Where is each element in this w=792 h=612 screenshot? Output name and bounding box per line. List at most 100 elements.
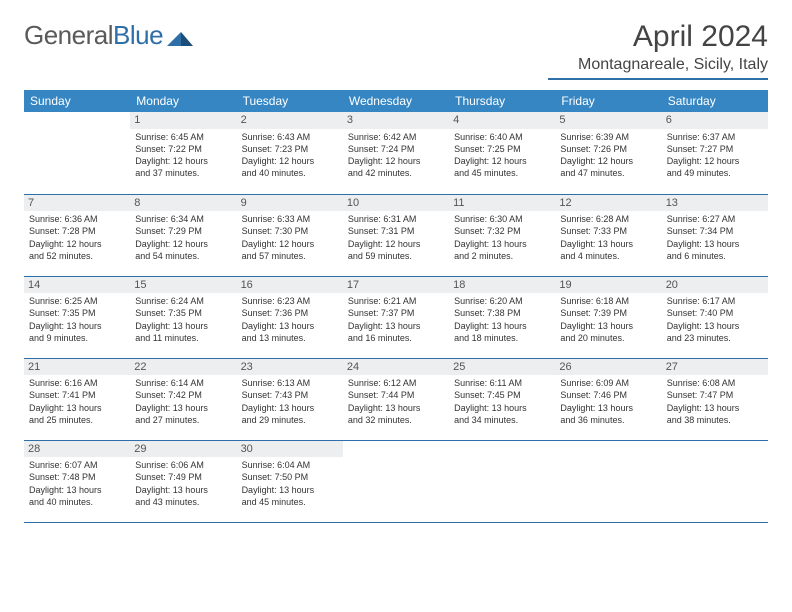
day-number: 28 <box>24 441 130 458</box>
day-detail-line: and 38 minutes. <box>667 414 763 426</box>
day-detail-line: Sunrise: 6:33 AM <box>242 213 338 225</box>
day-detail-line: and 25 minutes. <box>29 414 125 426</box>
day-detail-line: Daylight: 13 hours <box>560 320 656 332</box>
day-number: 23 <box>237 359 343 376</box>
calendar-day-cell: 27Sunrise: 6:08 AMSunset: 7:47 PMDayligh… <box>662 358 768 440</box>
day-detail-line: Sunrise: 6:25 AM <box>29 295 125 307</box>
calendar-week-row: 1Sunrise: 6:45 AMSunset: 7:22 PMDaylight… <box>24 112 768 194</box>
day-detail-line: Sunset: 7:23 PM <box>242 143 338 155</box>
calendar-day-cell: 23Sunrise: 6:13 AMSunset: 7:43 PMDayligh… <box>237 358 343 440</box>
day-detail-line: Sunrise: 6:27 AM <box>667 213 763 225</box>
day-detail-line: Sunset: 7:28 PM <box>29 225 125 237</box>
day-detail-line: Daylight: 13 hours <box>454 402 550 414</box>
day-detail-line: Daylight: 13 hours <box>454 320 550 332</box>
day-detail-line: Sunset: 7:31 PM <box>348 225 444 237</box>
calendar-day-cell: 5Sunrise: 6:39 AMSunset: 7:26 PMDaylight… <box>555 112 661 194</box>
day-detail-line: Sunset: 7:26 PM <box>560 143 656 155</box>
day-detail-line: Daylight: 12 hours <box>560 155 656 167</box>
day-detail-line: Sunrise: 6:40 AM <box>454 131 550 143</box>
day-detail-line: Sunrise: 6:17 AM <box>667 295 763 307</box>
calendar-day-cell: 11Sunrise: 6:30 AMSunset: 7:32 PMDayligh… <box>449 194 555 276</box>
day-detail-line: Daylight: 13 hours <box>242 320 338 332</box>
day-detail-line: Daylight: 13 hours <box>560 238 656 250</box>
day-detail-line: Sunset: 7:44 PM <box>348 389 444 401</box>
day-number: 20 <box>662 277 768 294</box>
day-detail-line: Daylight: 12 hours <box>348 238 444 250</box>
weekday-header: Thursday <box>449 90 555 112</box>
calendar-day-cell: 19Sunrise: 6:18 AMSunset: 7:39 PMDayligh… <box>555 276 661 358</box>
calendar-day-cell: 9Sunrise: 6:33 AMSunset: 7:30 PMDaylight… <box>237 194 343 276</box>
day-number: 7 <box>24 195 130 212</box>
day-detail-line: Daylight: 13 hours <box>242 484 338 496</box>
day-detail-line: Sunset: 7:30 PM <box>242 225 338 237</box>
day-number: 10 <box>343 195 449 212</box>
day-detail-line: Daylight: 12 hours <box>667 155 763 167</box>
day-detail-line: Sunset: 7:33 PM <box>560 225 656 237</box>
day-number: 22 <box>130 359 236 376</box>
calendar-day-cell: 4Sunrise: 6:40 AMSunset: 7:25 PMDaylight… <box>449 112 555 194</box>
calendar-day-cell <box>662 440 768 522</box>
day-detail-line: Daylight: 12 hours <box>348 155 444 167</box>
day-detail-line: Sunset: 7:35 PM <box>135 307 231 319</box>
weekday-header: Saturday <box>662 90 768 112</box>
day-detail-line: Sunrise: 6:43 AM <box>242 131 338 143</box>
calendar-day-cell <box>449 440 555 522</box>
day-number: 26 <box>555 359 661 376</box>
day-detail-line: Daylight: 13 hours <box>667 320 763 332</box>
day-detail-line: Sunrise: 6:36 AM <box>29 213 125 225</box>
day-detail-line: Daylight: 12 hours <box>135 155 231 167</box>
day-detail-line: and 20 minutes. <box>560 332 656 344</box>
day-detail-line: and 49 minutes. <box>667 167 763 179</box>
calendar-day-cell: 6Sunrise: 6:37 AMSunset: 7:27 PMDaylight… <box>662 112 768 194</box>
day-detail-line: Sunrise: 6:30 AM <box>454 213 550 225</box>
calendar-week-row: 21Sunrise: 6:16 AMSunset: 7:41 PMDayligh… <box>24 358 768 440</box>
calendar-day-cell: 29Sunrise: 6:06 AMSunset: 7:49 PMDayligh… <box>130 440 236 522</box>
day-detail-line: Sunset: 7:37 PM <box>348 307 444 319</box>
day-number: 13 <box>662 195 768 212</box>
day-detail-line: Daylight: 13 hours <box>29 402 125 414</box>
day-detail-line: Sunset: 7:32 PM <box>454 225 550 237</box>
day-number: 25 <box>449 359 555 376</box>
day-detail-line: Sunrise: 6:28 AM <box>560 213 656 225</box>
day-detail-line: Daylight: 12 hours <box>29 238 125 250</box>
day-detail-line: Sunset: 7:50 PM <box>242 471 338 483</box>
day-detail-line: Sunset: 7:41 PM <box>29 389 125 401</box>
day-detail-line: Sunset: 7:49 PM <box>135 471 231 483</box>
day-number: 8 <box>130 195 236 212</box>
calendar-week-row: 14Sunrise: 6:25 AMSunset: 7:35 PMDayligh… <box>24 276 768 358</box>
day-detail-line: and 23 minutes. <box>667 332 763 344</box>
day-detail-line: Sunrise: 6:13 AM <box>242 377 338 389</box>
day-number: 16 <box>237 277 343 294</box>
day-detail-line: and 52 minutes. <box>29 250 125 262</box>
day-detail-line: Daylight: 13 hours <box>29 484 125 496</box>
day-detail-line: Sunset: 7:47 PM <box>667 389 763 401</box>
day-number: 30 <box>237 441 343 458</box>
calendar-day-cell: 17Sunrise: 6:21 AMSunset: 7:37 PMDayligh… <box>343 276 449 358</box>
day-detail-line: and 45 minutes. <box>242 496 338 508</box>
day-detail-line: Daylight: 13 hours <box>29 320 125 332</box>
day-detail-line: Daylight: 13 hours <box>667 238 763 250</box>
day-detail-line: Sunrise: 6:12 AM <box>348 377 444 389</box>
calendar-day-cell: 24Sunrise: 6:12 AMSunset: 7:44 PMDayligh… <box>343 358 449 440</box>
day-detail-line: and 9 minutes. <box>29 332 125 344</box>
weekday-header: Tuesday <box>237 90 343 112</box>
day-number: 11 <box>449 195 555 212</box>
day-detail-line: Sunrise: 6:08 AM <box>667 377 763 389</box>
day-detail-line: Sunset: 7:35 PM <box>29 307 125 319</box>
day-detail-line: and 42 minutes. <box>348 167 444 179</box>
day-detail-line: Sunrise: 6:07 AM <box>29 459 125 471</box>
day-detail-line: and 32 minutes. <box>348 414 444 426</box>
day-detail-line: Sunset: 7:34 PM <box>667 225 763 237</box>
day-number: 4 <box>449 112 555 129</box>
day-detail-line: and 57 minutes. <box>242 250 338 262</box>
calendar-week-row: 7Sunrise: 6:36 AMSunset: 7:28 PMDaylight… <box>24 194 768 276</box>
day-detail-line: Sunset: 7:40 PM <box>667 307 763 319</box>
day-detail-line: Sunset: 7:48 PM <box>29 471 125 483</box>
weekday-header: Monday <box>130 90 236 112</box>
day-detail-line: Sunset: 7:22 PM <box>135 143 231 155</box>
day-detail-line: Sunrise: 6:42 AM <box>348 131 444 143</box>
calendar-day-cell <box>343 440 449 522</box>
day-number: 9 <box>237 195 343 212</box>
day-detail-line: Sunset: 7:42 PM <box>135 389 231 401</box>
day-number: 18 <box>449 277 555 294</box>
